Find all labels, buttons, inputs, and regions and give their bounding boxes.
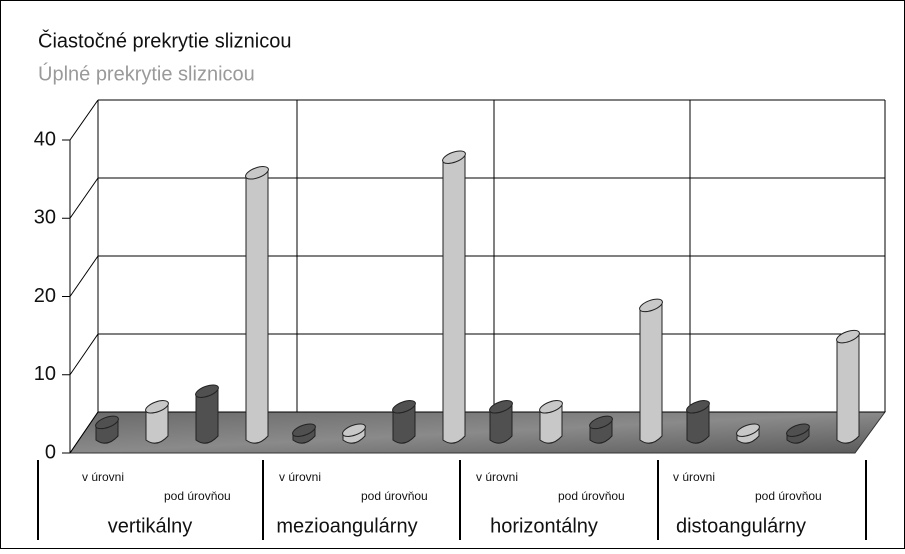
bar [686,400,710,444]
group-label: mezioangulárny [276,515,417,537]
bar-part [489,400,513,414]
grid-line [69,333,99,376]
grid-line [69,255,99,297]
bar-part [639,303,663,444]
bar-part [292,423,316,437]
y-tick-label: 20 [34,285,56,307]
bar [589,415,613,444]
bar [292,423,316,444]
bar [489,400,513,444]
group-label: vertikálny [108,515,192,537]
bar-part [195,389,219,444]
y-tick-label: 0 [45,441,56,463]
bar-part [736,423,760,437]
floor [69,411,886,454]
bar-part [489,404,513,444]
bar-part [589,415,613,430]
bar [442,150,466,444]
bar-part [392,404,416,444]
bar [736,423,760,444]
legend-entry: Čiastočné prekrytie sliznicou [38,29,291,52]
bar [786,423,810,444]
bar-part [836,329,860,344]
bar-part [245,170,269,444]
bar [245,166,269,444]
bar-part [392,400,416,414]
x-tick-label: v úrovni [279,470,321,484]
bar-part [245,166,269,180]
bar-part [95,415,119,430]
bar-part [539,404,563,444]
bar [836,329,860,444]
bar-part [836,334,860,444]
x-tick-label: v úrovni [476,470,518,484]
bar [195,384,219,444]
bar [342,423,366,444]
bar-part [195,384,219,398]
grid-line [69,177,99,219]
x-tick-label: v úrovni [82,470,124,484]
bar [392,400,416,444]
bar-part [686,404,710,444]
x-tick-label: pod úrovňou [361,489,428,503]
grid-line [69,99,99,141]
bar-part [145,400,169,414]
bar-part [342,423,366,437]
grid-line [69,411,99,454]
bar-part [442,150,466,164]
group-label: distoangulárny [676,515,806,537]
group-label: horizontálny [490,515,598,537]
x-tick-label: v úrovni [673,470,715,484]
bar [639,298,663,444]
x-tick-label: pod úrovňou [755,489,822,503]
x-tick-label: pod úrovňou [558,489,625,503]
y-tick-label: 40 [34,128,56,150]
bar-part [639,298,663,313]
bar-part [686,400,710,414]
bar [145,400,169,444]
bar [539,400,563,444]
bar-part [539,400,563,414]
y-tick-label: 10 [34,363,56,385]
legend-entry: Úplné prekrytie sliznicou [38,62,255,85]
y-tick-label: 30 [34,207,56,229]
bar-part [786,423,810,437]
bar-part [442,155,466,444]
bar-part [145,404,169,444]
x-tick-label: pod úrovňou [164,489,231,503]
bar [95,415,119,444]
